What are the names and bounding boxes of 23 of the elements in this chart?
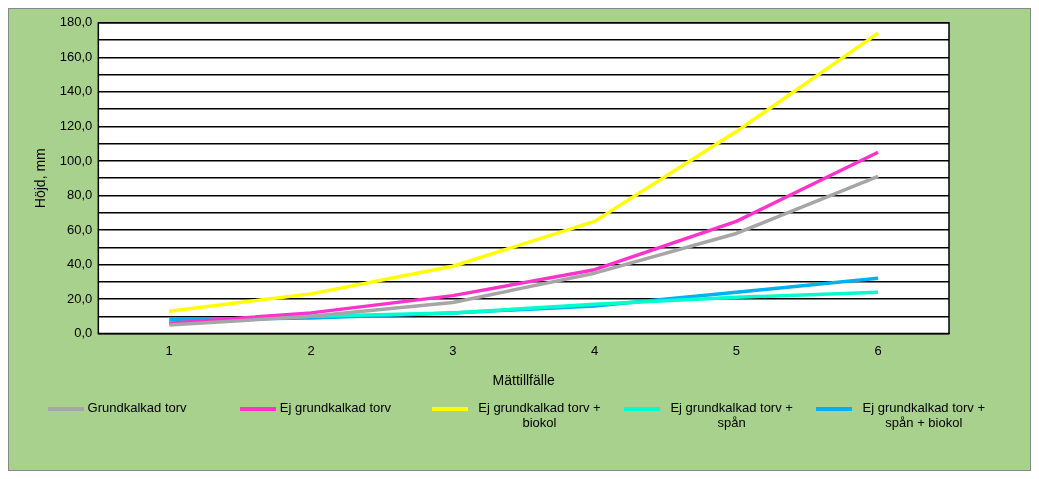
legend-label: Ej grundkalkad torv + biokol xyxy=(477,400,602,430)
x-tick-label: 6 xyxy=(874,342,882,358)
y-tick-label: 80,0 xyxy=(67,187,93,203)
x-tick-label: 2 xyxy=(307,342,315,358)
legend-label: Ej grundkalkad torv + spån xyxy=(669,400,794,430)
y-tick-label: 40,0 xyxy=(67,256,93,272)
x-tick-label: 1 xyxy=(165,342,173,358)
y-tick-label: 120,0 xyxy=(59,117,93,133)
legend-label: Ej grundkalkad torv xyxy=(279,400,392,415)
y-tick-label: 20,0 xyxy=(67,290,93,306)
y-tick-label: 180,0 xyxy=(59,14,93,30)
x-axis-title: Mättillfälle xyxy=(492,372,555,389)
x-tick-label: 5 xyxy=(732,342,740,358)
y-tick-label: 160,0 xyxy=(59,48,93,64)
legend-label: Ej grundkalkad torv + spån + biokol xyxy=(861,400,987,430)
legend-label: Grundkalkad torv xyxy=(87,400,187,415)
y-tick-label: 140,0 xyxy=(59,83,93,99)
x-tick-label: 3 xyxy=(449,342,457,358)
y-tick-label: 100,0 xyxy=(59,152,93,168)
x-tick-label: 4 xyxy=(590,342,599,358)
y-tick-label: 0,0 xyxy=(74,325,93,341)
y-axis-title: Höjd, mm xyxy=(32,148,49,209)
y-tick-label: 60,0 xyxy=(67,221,93,237)
